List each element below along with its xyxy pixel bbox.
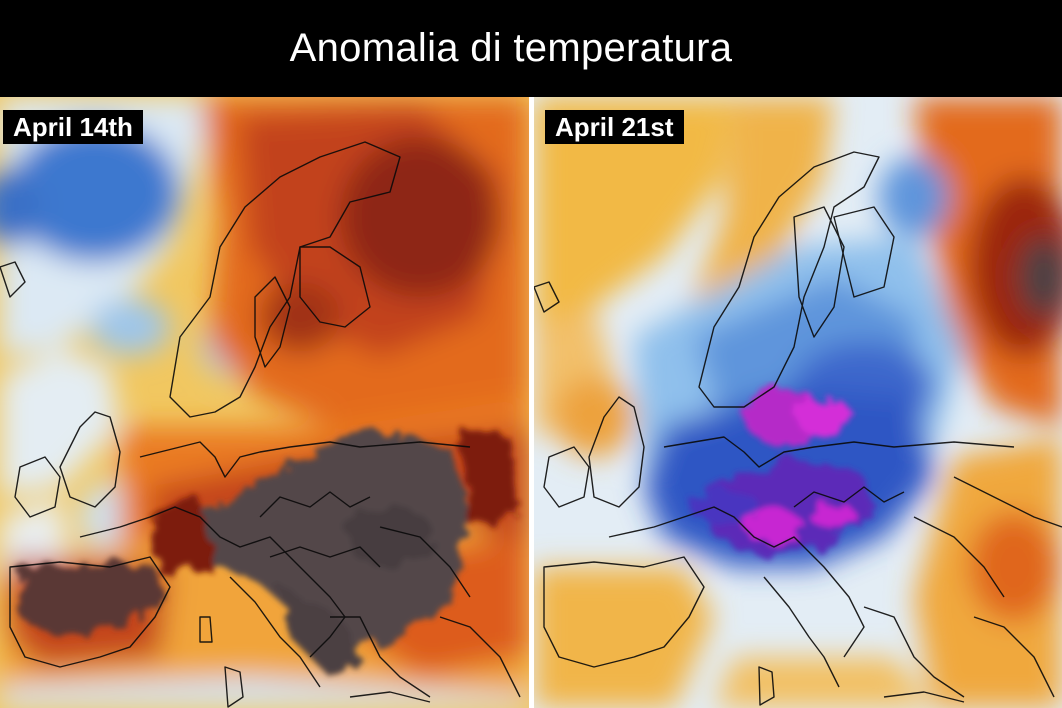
anomaly-map-april-21 — [534, 97, 1062, 708]
panel-divider — [529, 97, 534, 708]
title-bar: Anomalia di temperatura — [0, 0, 1062, 97]
map-title: Anomalia di temperatura — [289, 26, 733, 70]
date-label-april-14: April 14th — [3, 110, 143, 144]
date-label-april-21: April 21st — [545, 110, 684, 144]
anomaly-map-april-14 — [0, 97, 529, 708]
map-panel-april-14: April 14th — [0, 97, 529, 708]
map-panel-april-21: April 21st — [534, 97, 1062, 708]
